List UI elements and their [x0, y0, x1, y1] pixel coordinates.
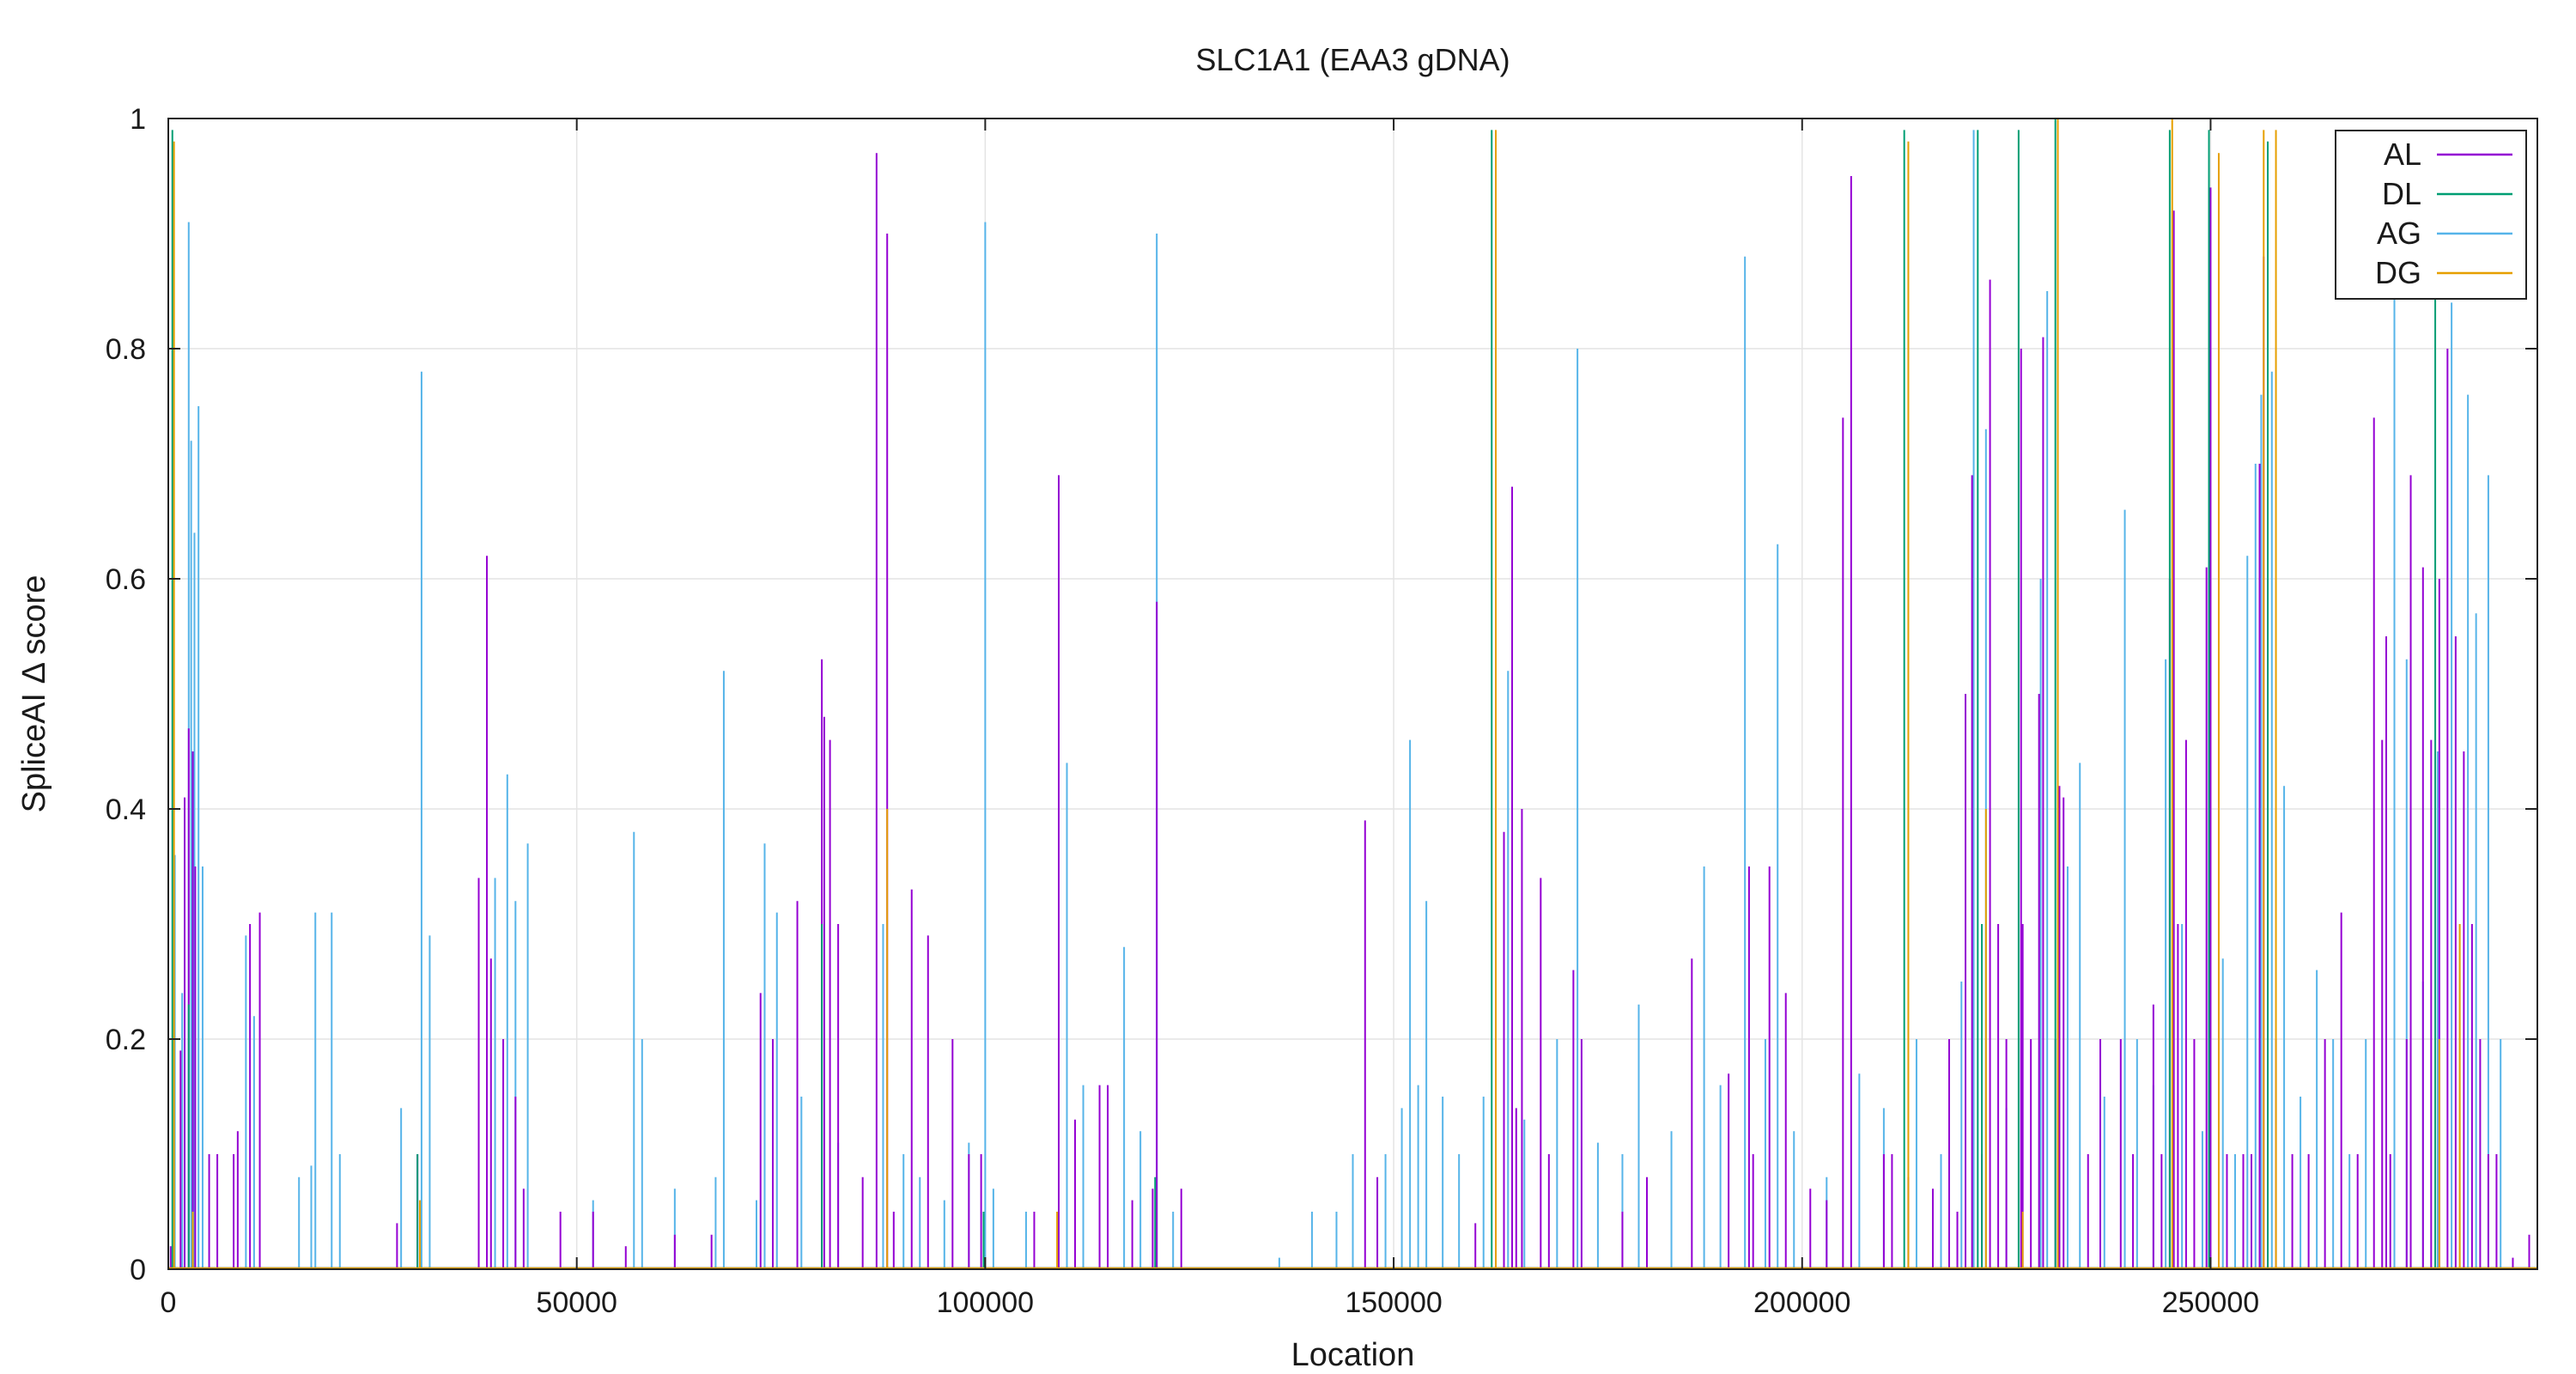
- legend-label: DG: [2375, 255, 2421, 290]
- x-tick-label: 250000: [2162, 1286, 2259, 1319]
- legend-label: AL: [2384, 137, 2421, 172]
- chart-title: SLC1A1 (EAA3 gDNA): [1195, 42, 1510, 77]
- x-tick-label: 50000: [536, 1286, 617, 1319]
- y-tick-label: 0.2: [106, 1024, 146, 1056]
- y-axis-label: SpliceAI Δ score: [16, 575, 52, 813]
- plot-frame: [167, 118, 2538, 1270]
- legend-box: [2335, 130, 2527, 300]
- legend-label: DL: [2382, 176, 2421, 211]
- legend-label: AG: [2377, 216, 2421, 251]
- x-tick-label: 150000: [1345, 1286, 1442, 1319]
- y-tick-label: 0.4: [106, 793, 146, 826]
- x-tick-label: 200000: [1753, 1286, 1850, 1319]
- x-tick-label: 0: [161, 1286, 177, 1319]
- y-tick-label: 0.8: [106, 333, 146, 366]
- x-axis-label: Location: [1291, 1337, 1415, 1373]
- y-tick-label: 0: [130, 1254, 146, 1286]
- y-tick-label: 1: [130, 103, 146, 136]
- legend: AL DL AG DG: [2335, 130, 2527, 300]
- axis-ticks: 0 50000 100000 150000 200000 250000 0 0.2 0.4 0.6…: [106, 103, 2537, 1319]
- y-tick-label: 0.6: [106, 563, 146, 596]
- x-tick-label: 100000: [937, 1286, 1034, 1319]
